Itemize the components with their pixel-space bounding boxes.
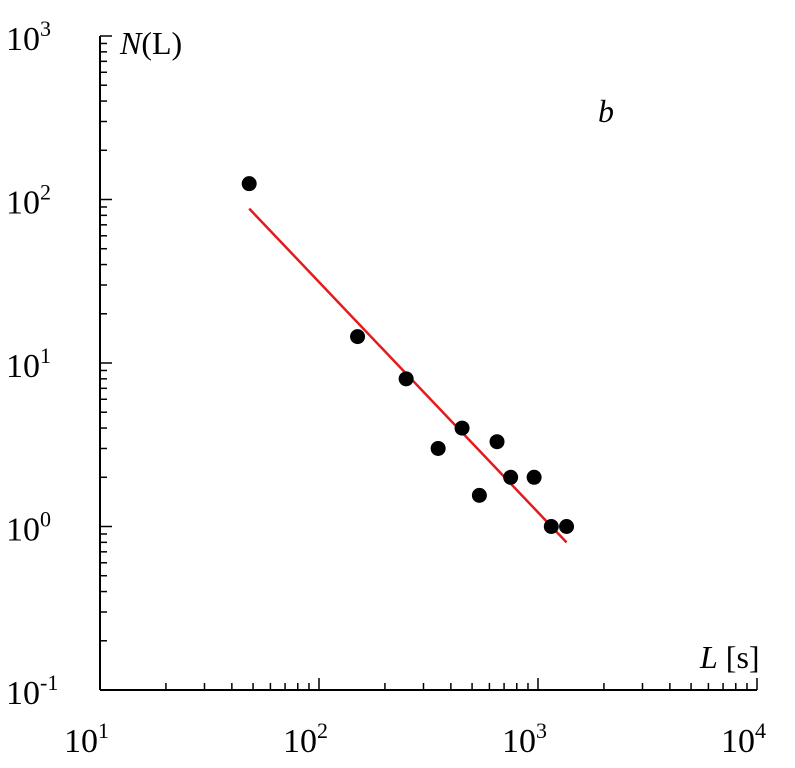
x-tick-label: 104 <box>721 718 766 760</box>
data-point <box>526 469 542 485</box>
x-tick-base: 10 <box>64 723 98 760</box>
data-point <box>454 420 470 436</box>
y-tick-exponent: 2 <box>40 180 51 205</box>
x-tick-exponent: 2 <box>317 718 328 743</box>
x-tick-base: 10 <box>502 723 536 760</box>
y-tick-exponent: 0 <box>40 507 51 532</box>
data-point <box>543 519 559 534</box>
x-tick-exponent: 4 <box>755 718 766 743</box>
x-axis-title: L [s] <box>699 639 760 675</box>
y-tick-exponent: -1 <box>40 670 58 695</box>
y-tick-label: 10-1 <box>6 670 58 712</box>
x-axis-title-italic: L <box>699 639 718 675</box>
x-tick-label: 103 <box>502 718 547 760</box>
tick-marks <box>99 35 758 691</box>
panel-label: b <box>598 93 614 129</box>
y-tick-label: 101 <box>6 343 51 385</box>
data-point <box>489 434 505 450</box>
y-tick-exponent: 3 <box>40 16 51 41</box>
y-tick-base: 10 <box>6 675 40 712</box>
x-tick-label: 101 <box>64 718 109 760</box>
data-point <box>398 371 414 387</box>
data-point <box>241 176 257 192</box>
y-tick-label: 103 <box>6 16 51 58</box>
y-axis-title-italic: N <box>119 25 143 61</box>
x-tick-base: 10 <box>721 723 755 760</box>
y-tick-base: 10 <box>6 512 40 549</box>
data-point <box>503 469 519 485</box>
x-tick-base: 10 <box>283 723 317 760</box>
x-tick-exponent: 1 <box>98 718 109 743</box>
data-point <box>350 329 366 345</box>
y-tick-exponent: 1 <box>40 343 51 368</box>
data-point <box>430 440 446 456</box>
y-axis-title: N(L) <box>119 25 182 61</box>
y-tick-label: 102 <box>6 180 51 222</box>
data-point <box>559 519 575 534</box>
x-tick-exponent: 3 <box>536 718 547 743</box>
x-tick-label: 102 <box>283 718 328 760</box>
x-axis-title-rest: [s] <box>718 639 760 675</box>
y-axis-title-rest: (L) <box>141 25 182 61</box>
series-layer <box>241 176 575 544</box>
y-tick-label: 100 <box>6 507 51 549</box>
data-point <box>471 487 487 503</box>
y-tick-base: 10 <box>6 185 40 222</box>
y-tick-base: 10 <box>6 348 40 385</box>
y-tick-base: 10 <box>6 21 40 58</box>
